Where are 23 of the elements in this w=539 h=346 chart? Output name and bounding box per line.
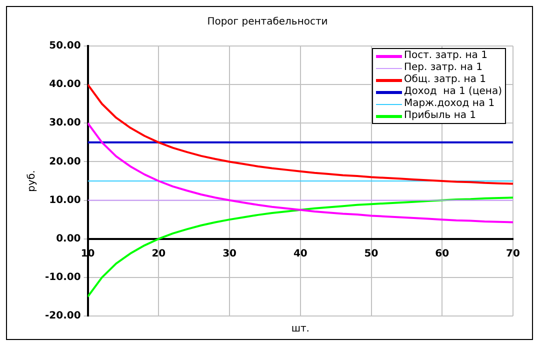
y-tick-label: 10.00 <box>49 194 81 206</box>
y-tick-label: 0.00 <box>56 233 81 244</box>
x-tick-label: 30 <box>222 248 237 260</box>
x-tick-label: 70 <box>506 248 520 260</box>
legend-label: Марж.доход на 1 <box>404 98 495 110</box>
x-tick-label: 60 <box>435 248 450 260</box>
legend-label: Пер. затр. на 1 <box>404 62 482 74</box>
legend-label: Общ. затр. на 1 <box>404 74 486 86</box>
y-tick-label: -20.00 <box>45 310 81 322</box>
x-tick-label: 40 <box>293 248 308 260</box>
legend-label: Доход на 1 (цена) <box>404 86 502 98</box>
legend-label: Прибыль на 1 <box>404 110 476 122</box>
x-tick-label: 20 <box>152 248 166 260</box>
y-tick-label: 20.00 <box>49 156 81 168</box>
y-tick-label: 30.00 <box>49 118 81 129</box>
x-axis-title: шт. <box>291 324 310 335</box>
y-tick-label: 50.00 <box>49 40 81 52</box>
x-tick-label: 50 <box>364 248 378 260</box>
legend-label: Пост. затр. на 1 <box>404 50 488 62</box>
chart-title: Порог рентабельности <box>207 16 328 28</box>
y-tick-label: 40.00 <box>49 79 81 90</box>
y-tick-label: -10.00 <box>45 272 81 284</box>
y-axis-title: руб. <box>26 170 38 192</box>
